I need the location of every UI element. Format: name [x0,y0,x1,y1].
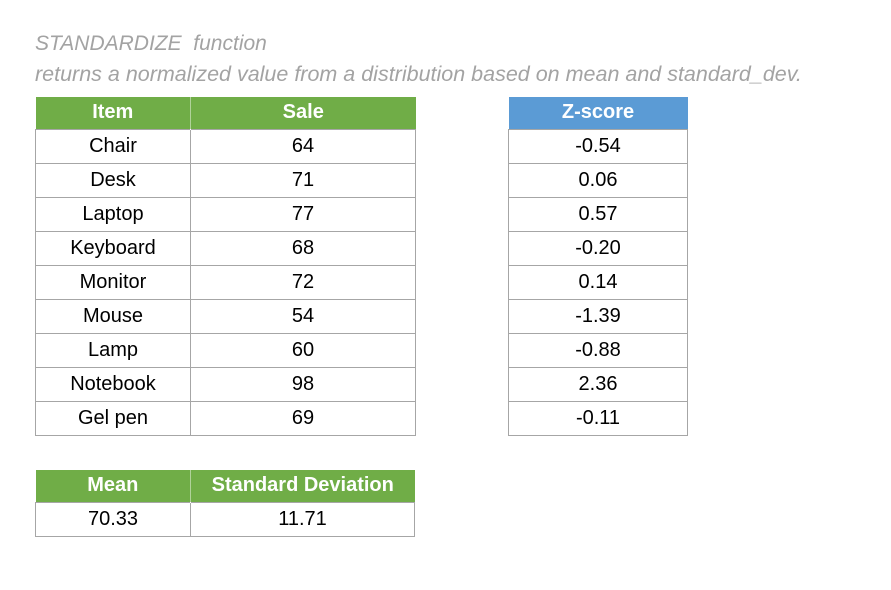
item-cell: Notebook [35,366,191,402]
table-row: Monitor 72 [35,264,416,300]
zscore-cell: -0.11 [508,400,688,436]
zscore-cell: 0.57 [508,196,688,232]
table-row: Chair 64 [35,128,416,164]
stats-table-header-row: Mean Standard Deviation [35,470,415,502]
table-row: Desk 71 [35,162,416,198]
table-row: Mouse 54 [35,298,416,334]
page-title: STANDARDIZE function [35,32,267,55]
zscore-table-header-row: Z-score [508,97,688,129]
items-table-header-row: Item Sale [35,97,416,129]
table-row: -0.54 [508,128,688,164]
zscore-cell: -0.88 [508,332,688,368]
sale-cell: 68 [190,230,416,266]
zscore-cell: 0.14 [508,264,688,300]
sale-cell: 98 [190,366,416,402]
table-row: -0.88 [508,332,688,368]
zscore-cell: -0.54 [508,128,688,164]
sale-cell: 77 [190,196,416,232]
table-row: -1.39 [508,298,688,334]
zscore-cell: 2.36 [508,366,688,402]
table-row: 2.36 [508,366,688,402]
item-cell: Chair [35,128,191,164]
sale-cell: 60 [190,332,416,368]
stats-table-header-mean: Mean [35,470,191,502]
table-row: Gel pen 69 [35,400,416,436]
items-table-header-sale: Sale [190,97,416,129]
std-cell: 11.71 [190,501,415,537]
item-cell: Laptop [35,196,191,232]
table-row: 70.33 11.71 [35,501,415,537]
table-row: -0.20 [508,230,688,266]
table-row: 0.57 [508,196,688,232]
sale-cell: 54 [190,298,416,334]
table-row: Keyboard 68 [35,230,416,266]
item-cell: Monitor [35,264,191,300]
stats-table: Mean Standard Deviation 70.33 11.71 [35,470,415,537]
zscore-cell: -0.20 [508,230,688,266]
items-table-header-item: Item [35,97,191,129]
table-row: Lamp 60 [35,332,416,368]
zscore-table-header: Z-score [508,97,688,129]
table-row: 0.06 [508,162,688,198]
table-row: Notebook 98 [35,366,416,402]
item-cell: Keyboard [35,230,191,266]
item-cell: Mouse [35,298,191,334]
table-row: 0.14 [508,264,688,300]
page-subtitle: returns a normalized value from a distri… [35,62,802,86]
sale-cell: 69 [190,400,416,436]
item-cell: Gel pen [35,400,191,436]
mean-cell: 70.33 [35,501,191,537]
items-table: Item Sale Chair 64 Desk 71 Laptop 77 Key… [35,97,416,436]
sale-cell: 71 [190,162,416,198]
table-row: -0.11 [508,400,688,436]
stats-table-header-std: Standard Deviation [190,470,415,502]
item-cell: Desk [35,162,191,198]
zscore-cell: 0.06 [508,162,688,198]
zscore-table: Z-score -0.54 0.06 0.57 -0.20 0.14 -1.39… [508,97,688,436]
item-cell: Lamp [35,332,191,368]
zscore-cell: -1.39 [508,298,688,334]
sale-cell: 72 [190,264,416,300]
sale-cell: 64 [190,128,416,164]
table-row: Laptop 77 [35,196,416,232]
